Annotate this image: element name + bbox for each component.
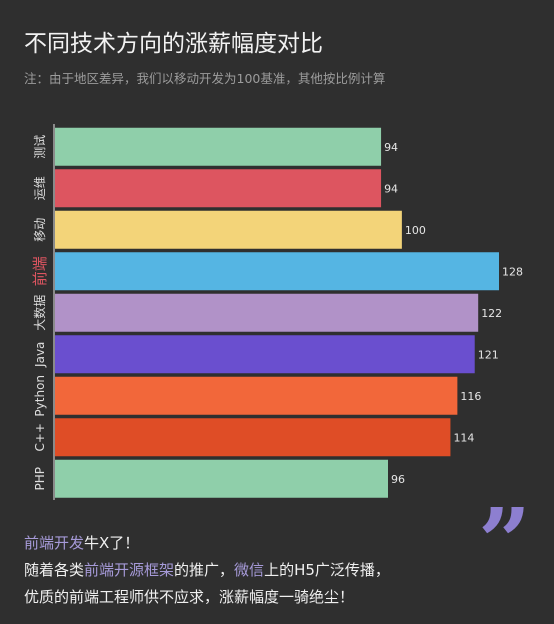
footer-text-span: 随着各类 (24, 561, 85, 579)
category-label-4: 前端 (31, 256, 49, 286)
footer-text-span: 的推广， (174, 561, 235, 579)
category-label-3: 移动 (33, 218, 47, 242)
data-label-3: 100 (405, 224, 426, 237)
footer-text-span: 优质的前端工程师供不应求，涨薪幅度一骑绝尘！ (24, 588, 355, 606)
bar-1 (55, 127, 382, 166)
footer-highlight: 微信 (234, 561, 265, 579)
footer-line-2: 随着各类前端开源框架的推广，微信上的H5广泛传播， (24, 557, 390, 584)
footer-highlight: 前端开源框架 (84, 561, 175, 579)
data-label-6: 121 (478, 348, 499, 361)
footer-text-span: 上的H5广泛传播， (264, 561, 390, 579)
bar-chart: 94 测试 94 运维 100 移动 128 前端 122 大数据 121 Java 116 Python… (31, 124, 523, 500)
bar-8 (55, 418, 451, 457)
category-label-5: 大数据 (32, 295, 47, 331)
footer-line-3: 优质的前端工程师供不应求，涨薪幅度一骑绝尘！ (24, 584, 390, 611)
footer-highlight: 前端开发 (24, 534, 85, 552)
bar-6 (55, 335, 475, 374)
category-label-9: PHP (33, 467, 47, 491)
bar-3 (55, 210, 402, 249)
bar-2 (55, 169, 382, 208)
category-label-2: 运维 (33, 176, 47, 200)
data-label-1: 94 (384, 141, 398, 154)
data-label-4: 128 (502, 265, 523, 278)
data-label-5: 122 (481, 307, 502, 320)
footer-text-span: 牛X了！ (84, 534, 140, 552)
footer-line-1: 前端开发牛X了！ (24, 530, 390, 557)
category-label-6: Java (33, 342, 47, 368)
category-label-7: Python (33, 375, 47, 417)
quote-mark-icon: ” (478, 488, 531, 596)
data-label-9: 96 (391, 473, 405, 486)
chart-title: 不同技术方向的涨薪幅度对比 (24, 31, 323, 57)
data-label-2: 94 (384, 182, 398, 195)
footer-text: 前端开发牛X了！ 随着各类前端开源框架的推广，微信上的H5广泛传播， 优质的前端… (24, 530, 390, 611)
bar-5 (55, 293, 479, 332)
chart-subtitle: 注：由于地区差异，我们以移动开发为100基准，其他按比例计算 (24, 71, 386, 86)
category-label-8: C++ (33, 423, 47, 452)
bar-4 (55, 252, 499, 291)
bar-7 (55, 376, 458, 415)
data-label-7: 116 (460, 390, 481, 403)
data-label-8: 114 (453, 431, 474, 444)
category-label-1: 测试 (32, 135, 47, 159)
chart-marks: 94 测试 94 运维 100 移动 128 前端 122 大数据 121 Java 116 Python… (31, 124, 523, 500)
bar-9 (55, 459, 388, 498)
